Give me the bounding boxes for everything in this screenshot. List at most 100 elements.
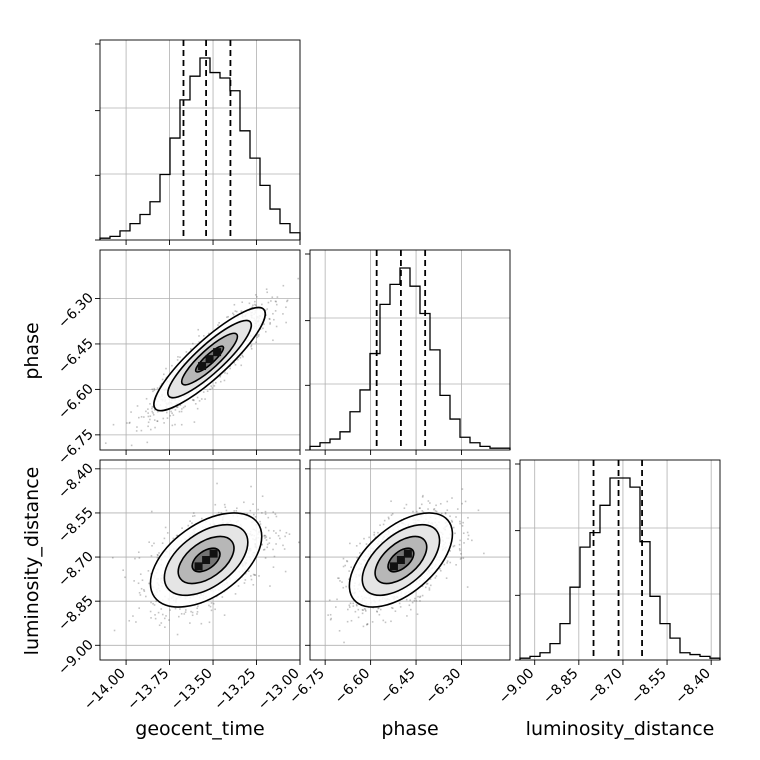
scatter-point	[172, 414, 175, 416]
scatter-point	[164, 526, 167, 529]
scatter-point	[344, 564, 347, 567]
scatter-point	[140, 587, 143, 590]
scatter-point	[279, 537, 281, 540]
scatter-point	[384, 621, 387, 624]
scatter-point	[220, 512, 223, 514]
scatter-point	[390, 620, 392, 623]
x-axis-label-phase: phase	[381, 718, 438, 740]
scatter-point	[256, 336, 259, 339]
scatter-point	[176, 534, 179, 537]
scatter-point	[218, 322, 220, 324]
scatter-point	[263, 548, 266, 551]
scatter-point	[382, 619, 385, 622]
scatter-point	[203, 335, 205, 337]
scatter-point	[435, 575, 438, 577]
scatter-point	[455, 564, 457, 566]
scatter-point	[258, 575, 260, 577]
density-peak	[198, 362, 207, 371]
scatter-point	[268, 317, 271, 320]
histogram-phase	[309, 267, 511, 450]
scatter-point	[250, 345, 252, 348]
scatter-point	[268, 318, 271, 320]
scatter-point	[176, 633, 179, 636]
scatter-point	[434, 510, 437, 512]
scatter-point	[196, 613, 198, 615]
scatter-point	[155, 600, 157, 603]
scatter-point	[166, 417, 169, 419]
scatter-point	[355, 603, 358, 606]
scatter-point	[137, 551, 140, 554]
scatter-point	[185, 351, 188, 353]
scatter-point	[421, 496, 424, 498]
scatter-point	[285, 306, 287, 309]
scatter-point	[364, 610, 367, 612]
scatter-point	[265, 314, 268, 316]
scatter-point	[137, 582, 140, 585]
scatter-point	[165, 411, 168, 414]
scatter-point	[150, 601, 152, 604]
scatter-point	[409, 599, 411, 601]
axis-labels-layer: geocent_time phase luminosity_distance p…	[21, 322, 714, 740]
scatter-point	[197, 328, 200, 331]
y-tick-label: −6.75	[55, 426, 97, 468]
scatter-point	[126, 422, 128, 424]
scatter-point	[152, 390, 154, 393]
scatter-point	[174, 607, 177, 610]
scatter-point	[275, 532, 277, 534]
scatter-point	[174, 409, 177, 411]
scatter-point	[459, 539, 461, 542]
scatter-point	[151, 544, 153, 547]
scatter-point	[429, 578, 432, 580]
scatter-point	[176, 406, 178, 409]
scatter-point	[261, 543, 263, 546]
scatter-point	[124, 576, 126, 579]
scatter-point	[262, 549, 265, 551]
scatter-point	[264, 309, 267, 312]
scatter-point	[348, 570, 350, 572]
scatter-point	[342, 557, 345, 560]
scatter-point	[286, 300, 288, 303]
scatter-point	[254, 294, 257, 296]
scatter-point	[511, 522, 513, 524]
scatter-point	[156, 553, 159, 556]
scatter-point	[455, 516, 457, 518]
scatter-point	[347, 608, 349, 611]
scatter-point	[153, 542, 155, 545]
scatter-point	[193, 399, 195, 402]
scatter-point	[269, 321, 272, 324]
scatter-point	[253, 574, 256, 576]
scatter-point	[192, 515, 194, 517]
scatter-point	[171, 364, 173, 367]
scatter-point	[189, 622, 191, 624]
panel-frame	[309, 249, 511, 451]
scatter-point	[214, 381, 217, 384]
scatter-point	[266, 543, 269, 546]
scatter-point	[184, 405, 186, 408]
scatter-point	[466, 531, 469, 534]
scatter-point	[453, 544, 456, 547]
scatter-point	[264, 534, 267, 537]
scatter-point	[267, 529, 270, 532]
y-tick-label: −6.45	[55, 335, 97, 377]
scatter-point	[352, 602, 355, 605]
scatter-point	[151, 405, 154, 408]
scatter-point	[149, 403, 151, 405]
scatter-point	[268, 542, 271, 544]
scatter-point	[427, 500, 430, 502]
scatter-point	[357, 616, 360, 619]
scatter-point	[163, 422, 165, 424]
scatter-point	[459, 520, 461, 523]
scatter-point	[406, 615, 408, 617]
scatter-point	[250, 344, 253, 347]
scatter-point	[272, 339, 274, 342]
density-peak	[213, 348, 222, 357]
scatter-point	[274, 300, 277, 303]
scatter-point	[135, 621, 137, 623]
scatter-point	[251, 306, 254, 309]
x-tick-label: −6.30	[423, 666, 465, 708]
scatter-point	[439, 569, 442, 572]
scatter-point	[241, 354, 244, 357]
scatter-point	[279, 529, 281, 532]
scatter-point	[272, 312, 274, 315]
scatter-point	[259, 523, 262, 525]
